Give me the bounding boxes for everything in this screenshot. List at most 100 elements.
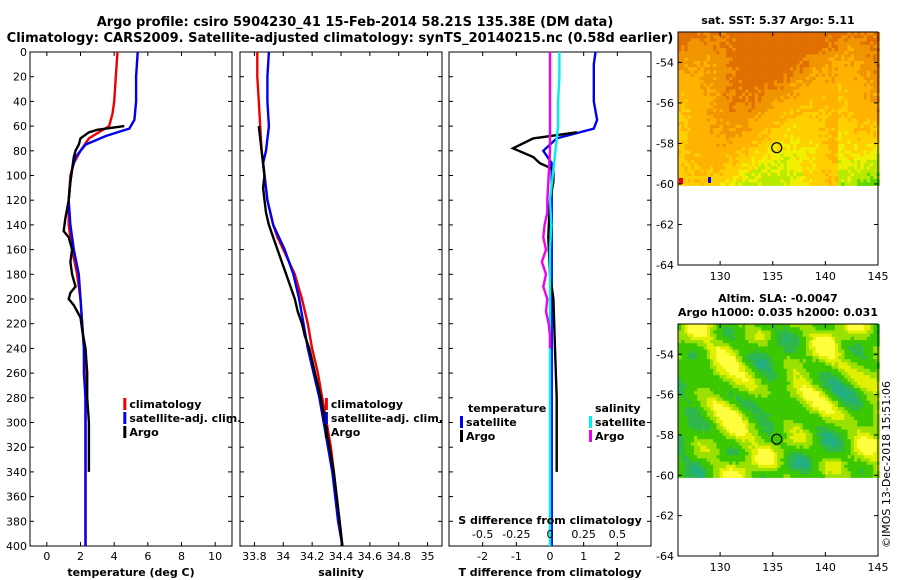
map-cell [777,176,781,180]
map-cell [761,365,765,370]
map-cell [799,73,804,78]
map-cell [854,124,858,129]
map-cell [745,352,749,357]
map-cell [838,362,842,366]
map-cell [681,64,685,68]
map-cell [828,124,832,129]
map-cell [857,121,861,126]
map-cell [722,112,727,116]
map-cell [786,375,791,379]
map-cell [706,105,711,110]
map-cell [838,324,842,328]
map-cell [860,147,864,151]
map-cell [825,73,829,78]
map-cell [681,381,685,386]
map-cell [745,51,749,55]
map-cell [748,96,752,100]
map-cell [825,333,829,338]
map-cell [844,160,848,164]
map-cell [806,356,810,360]
map-cell [690,44,695,49]
map-cell [764,391,768,395]
map-cell [726,115,730,119]
map-cell [777,340,781,344]
map-cell [681,365,685,370]
map-cell [870,64,874,68]
map-cell [758,163,762,167]
map-cell [857,86,861,90]
map-cell [793,73,797,78]
map-cell [722,105,727,110]
map-cell [815,352,820,357]
map-cell [777,105,781,110]
map-cell [812,381,816,386]
map-cell [809,96,813,100]
map-cell [866,163,871,167]
map-cell [850,134,855,138]
map-cell [866,340,871,344]
map-cell [770,121,775,126]
map-cell [722,388,727,392]
map-cell [767,144,772,148]
map-cell [754,343,759,347]
map-cell [815,137,820,142]
map-cell [738,179,743,183]
map-cell [713,407,717,411]
map-cell [678,404,682,408]
map-cell [748,365,752,370]
map-cell [690,365,695,370]
map-cell [809,407,813,411]
map-cell [847,38,852,42]
map-cell [838,96,842,100]
map-cell [703,147,708,151]
map-cell [703,140,708,145]
map-cell [831,384,836,389]
map-cell [687,362,692,366]
map-cell [841,118,845,122]
map-cell [713,166,717,170]
map-cell [815,176,820,180]
map-cell [678,105,682,110]
map-cell [844,324,848,328]
map-cell [815,340,820,344]
map-cell [850,102,855,106]
map-cell [754,375,759,379]
map-cell [745,333,749,338]
map-cell [847,108,852,113]
map-cell [735,144,740,148]
map-cell [754,118,759,122]
map-cell [694,80,698,84]
map-cell [783,176,788,180]
map-cell [815,89,820,94]
map-cell [828,105,832,110]
map-cell [863,394,868,398]
map-cell [764,176,768,180]
map-cell [754,163,759,167]
map-cell [841,80,845,84]
map-cell [866,92,871,97]
map-cell [828,179,832,183]
map-cell [748,384,752,389]
map-cell [767,179,772,183]
map-cell [786,70,791,74]
map-cell [726,121,730,126]
map-cell [687,115,692,119]
map-cell [758,60,762,65]
map-cell [745,404,749,408]
map-cell [745,48,749,52]
map-cell [706,54,711,58]
map-cell [841,134,845,138]
map-cell [694,365,698,370]
map-cell [738,48,743,52]
map-cell [806,96,810,100]
map-cell [710,404,714,408]
map-cell [767,112,772,116]
map-cell [716,147,720,151]
map-cell [850,172,855,177]
map-cell [796,105,800,110]
map-cell [722,169,727,174]
map-cell [841,166,845,170]
map-cell [796,352,800,357]
map-cell [726,375,730,379]
map-cell [713,368,717,373]
